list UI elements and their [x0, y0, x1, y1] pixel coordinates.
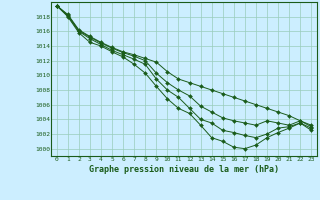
X-axis label: Graphe pression niveau de la mer (hPa): Graphe pression niveau de la mer (hPa) — [89, 165, 279, 174]
